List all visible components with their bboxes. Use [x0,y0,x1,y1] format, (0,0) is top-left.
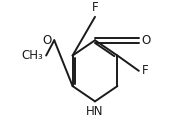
Text: O: O [142,34,151,47]
Text: F: F [92,1,98,14]
Text: F: F [142,64,148,77]
Text: O: O [42,34,51,47]
Text: HN: HN [86,105,104,118]
Text: CH₃: CH₃ [21,49,43,62]
